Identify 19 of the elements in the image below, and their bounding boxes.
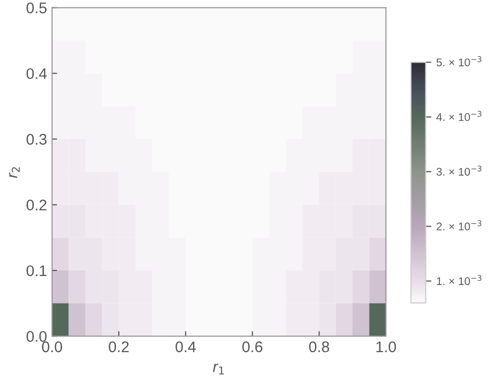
y-tick-label: 0.5: [26, 2, 47, 14]
y-axis-title: r$_{2}$: [8, 167, 20, 178]
y-tick-label: 0.4: [26, 68, 47, 80]
color-bar-label: 5. × 10$^{−3}$: [436, 56, 482, 66]
y-tick-label: 0.1: [26, 265, 46, 276]
x-axis-title: r$_{1}$: [212, 364, 224, 374]
color-bar-label: 4. × 10$^{−3}$: [436, 110, 482, 122]
x-tick-label: 1.0: [376, 341, 396, 352]
color-bar-label: 2. × 10$^{−3}$: [436, 220, 482, 230]
y-tick-label: 0.2: [26, 200, 46, 210]
x-tick-label: 0.8: [309, 341, 330, 352]
x-tick-label: 0.0: [42, 341, 62, 352]
y-tick-label: 0.3: [26, 134, 47, 145]
color-bar-label: 1. × 10$^{−3}$: [436, 274, 482, 286]
x-tick-label: 0.4: [176, 341, 196, 352]
x-tick-label: 0.2: [108, 341, 129, 352]
color-bar-label: 3. × 10$^{−3}$: [436, 166, 482, 176]
x-tick-label: 0.6: [242, 341, 262, 352]
y-tick-label: 0.0: [26, 331, 47, 342]
